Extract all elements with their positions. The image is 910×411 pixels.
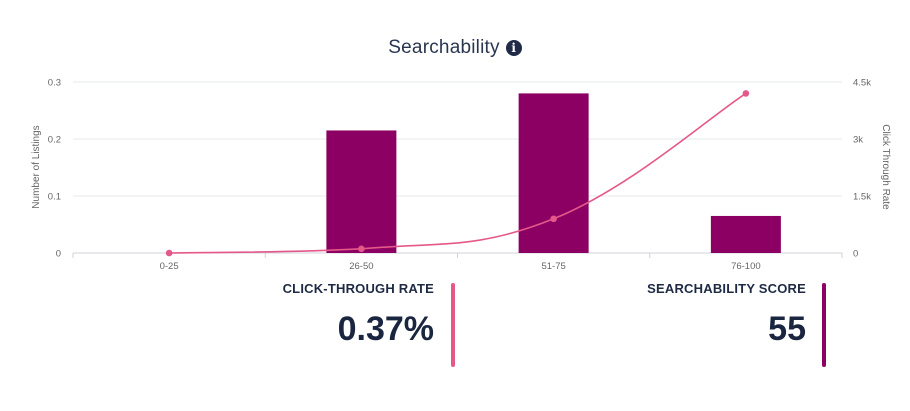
info-icon[interactable]: i: [505, 40, 522, 56]
listings-bar[interactable]: [326, 130, 397, 253]
x-tick-label: 0-25: [160, 261, 179, 272]
ctr-value: 0.37%: [337, 310, 434, 348]
ctr-series-line: [169, 92, 747, 254]
ctr-point[interactable]: [550, 215, 557, 223]
listings-bar[interactable]: [710, 215, 781, 253]
x-tick-label: 76-100: [731, 261, 761, 272]
ctr-accent-bar: [451, 283, 455, 367]
score-accent-bar: [822, 283, 826, 367]
ctr-point[interactable]: [358, 245, 365, 253]
chart-title-row: Searchability i: [0, 37, 910, 59]
ctr-point[interactable]: [742, 90, 750, 97]
chart-title: Searchability: [388, 37, 500, 58]
y-tick-label: 0.3: [48, 78, 61, 89]
y2-tick-label: 4.5k: [853, 78, 871, 89]
score-value: 55: [768, 310, 806, 348]
x-tick-label: 51-75: [541, 261, 565, 272]
y2-axis-label: Click Through Rate: [880, 124, 891, 210]
y2-tick-label: 1.5k: [853, 192, 871, 203]
y-tick-label: 0.1: [48, 192, 61, 203]
y-tick-label: 0.2: [48, 135, 61, 146]
ctr-label: CLICK-THROUGH RATE: [282, 281, 434, 296]
y2-tick-label: 3k: [853, 135, 863, 146]
listings-bar[interactable]: [518, 93, 589, 254]
score-label: SEARCHABILITY SCORE: [647, 281, 806, 296]
y-tick-label: 0: [56, 249, 61, 260]
chart-plot: 0 0.1 0.2 0.3 0 1.5k 3k 4.5k 0-25 26-50 51-75 76-…: [31, 78, 891, 273]
x-tick-label: 26-50: [349, 261, 373, 272]
y-axis-label: Number of Listings: [31, 125, 42, 208]
ctr-point[interactable]: [165, 249, 173, 257]
y2-tick-label: 0: [853, 249, 858, 260]
